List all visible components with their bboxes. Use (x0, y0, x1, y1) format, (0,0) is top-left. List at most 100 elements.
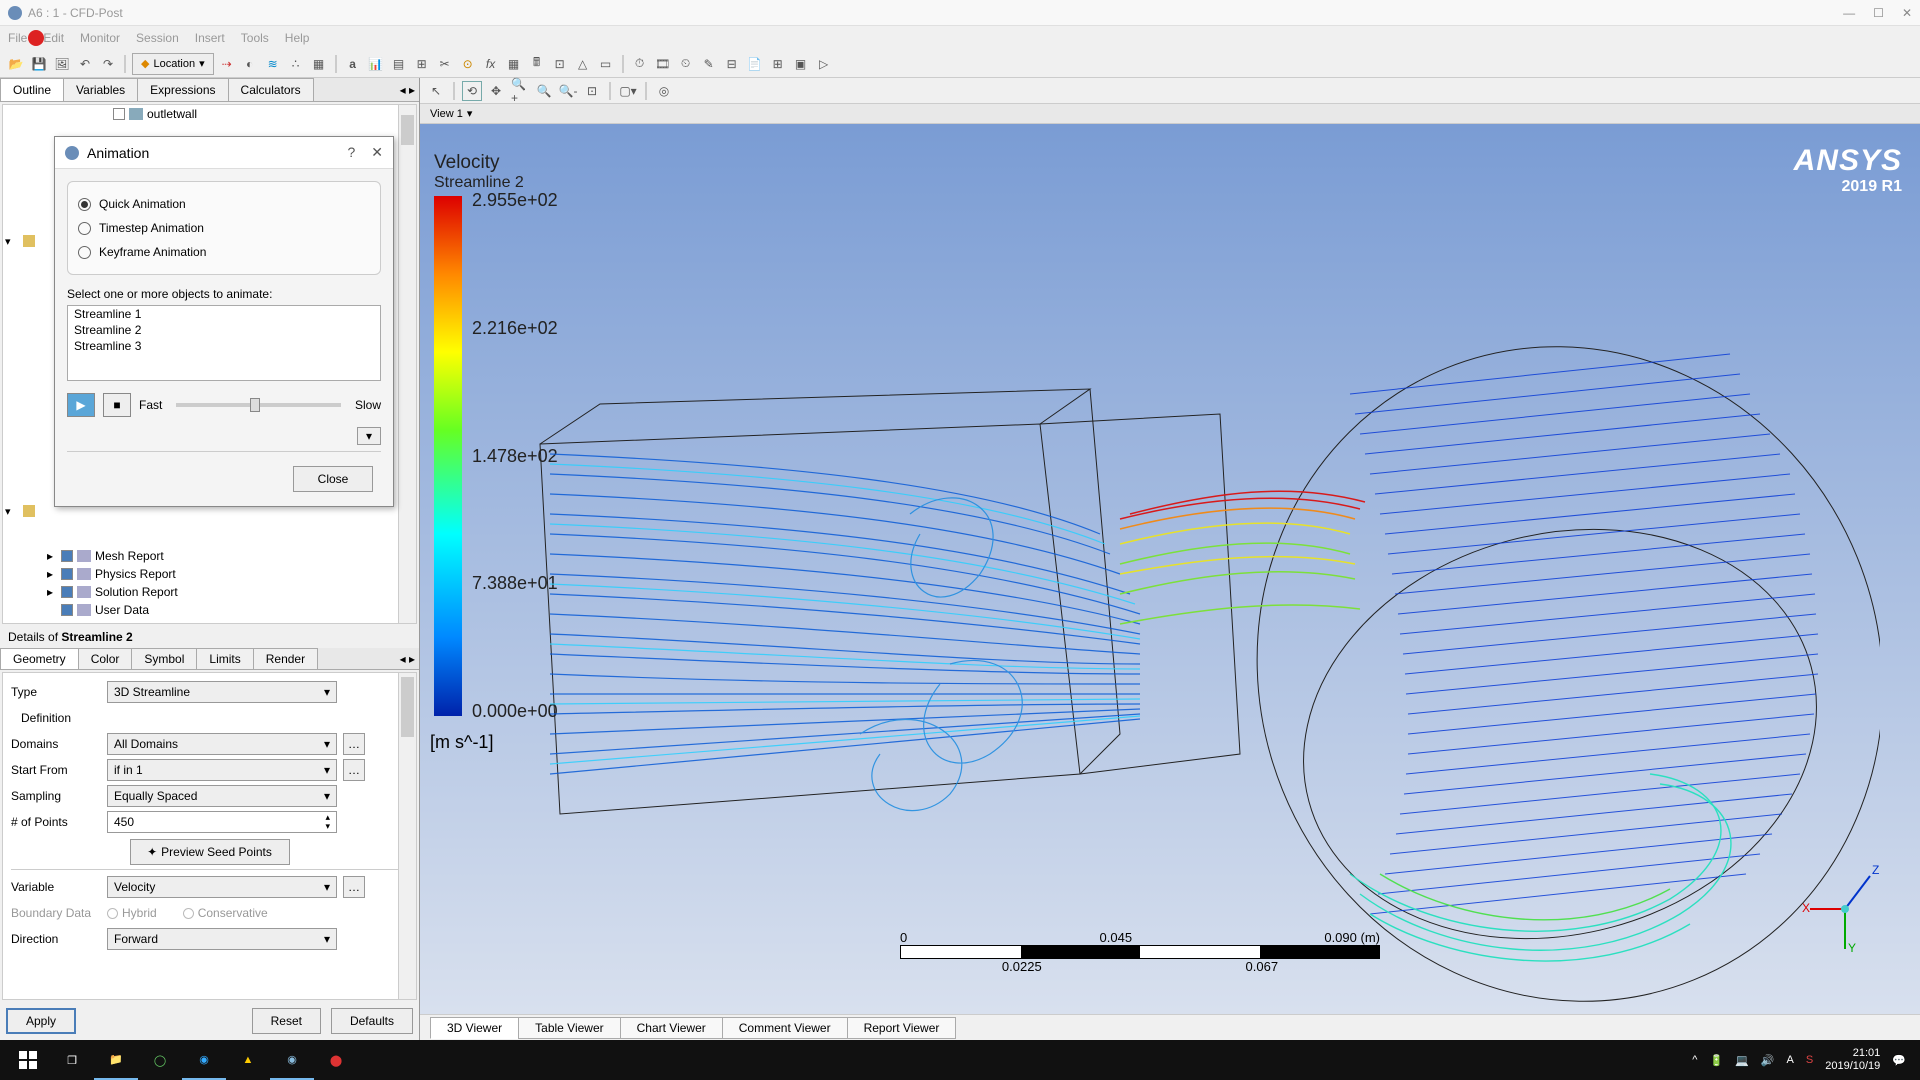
zoom-box-icon[interactable]: 🔍 (534, 81, 554, 101)
dialog-close-action[interactable]: Close (293, 466, 373, 492)
defaults-button[interactable]: Defaults (331, 1008, 413, 1034)
close-button[interactable]: ✕ (1902, 6, 1912, 20)
tree-scrollbar[interactable] (398, 105, 416, 623)
zoom-in-icon[interactable]: 🔍+ (510, 81, 530, 101)
mesh-calc-icon[interactable]: △ (573, 54, 593, 74)
tab-geometry[interactable]: Geometry (0, 648, 79, 669)
dialog-close-button[interactable]: ✕ (371, 144, 383, 161)
preview-seed-button[interactable]: ✦Preview Seed Points (130, 839, 290, 865)
minimize-button[interactable]: — (1843, 6, 1855, 20)
variable-select[interactable]: Velocity▾ (107, 876, 337, 898)
radio-quick[interactable] (78, 198, 91, 211)
taskbar-record[interactable]: ⬤ (314, 1040, 358, 1080)
form-scrollbar[interactable] (398, 673, 416, 999)
tray-up-icon[interactable]: ^ (1692, 1054, 1697, 1066)
table-icon[interactable]: ▦ (504, 54, 524, 74)
tab-3d-viewer[interactable]: 3D Viewer (430, 1017, 519, 1039)
tab-comment-viewer[interactable]: Comment Viewer (722, 1017, 848, 1039)
save-picture-icon[interactable]: 🖼 (52, 54, 72, 74)
tree-item[interactable]: Mesh Report (95, 549, 164, 563)
chart-icon[interactable]: 📊 (366, 54, 386, 74)
vector-icon[interactable]: ⇢ (217, 54, 237, 74)
tab-symbol[interactable]: Symbol (131, 648, 197, 669)
tab-variables[interactable]: Variables (63, 78, 138, 101)
taskbar-cfdpost[interactable]: ◉ (270, 1040, 314, 1080)
menu-edit[interactable]: Edit (43, 31, 64, 45)
menu-session[interactable]: Session (136, 31, 179, 45)
checkbox[interactable] (113, 108, 125, 120)
tree-item[interactable]: Physics Report (95, 567, 176, 581)
tab-calculators[interactable]: Calculators (228, 78, 314, 101)
dialog-titlebar[interactable]: Animation ? ✕ (55, 137, 393, 169)
app-tray-icon[interactable]: S (1806, 1054, 1813, 1066)
rotate-icon[interactable]: ⟲ (462, 81, 482, 101)
tab-limits[interactable]: Limits (196, 648, 253, 669)
pan-icon[interactable]: ✥ (486, 81, 506, 101)
notifications-icon[interactable]: 💬 (1892, 1054, 1906, 1067)
animation-icon[interactable]: 🎞 (653, 54, 673, 74)
view-select-icon[interactable]: ▢▾ (618, 81, 638, 101)
volume-icon[interactable]: ▦ (309, 54, 329, 74)
points-input[interactable]: 450▴▾ (107, 811, 337, 833)
tree-item[interactable]: outletwall (147, 107, 197, 121)
network-icon[interactable]: 💻 (1735, 1054, 1749, 1067)
menu-monitor[interactable]: Monitor (80, 31, 120, 45)
fit-icon[interactable]: ⊡ (582, 81, 602, 101)
tree-item[interactable]: Solution Report (95, 585, 178, 599)
macro-icon[interactable]: ⊞ (768, 54, 788, 74)
list-item[interactable]: Streamline 2 (68, 322, 380, 338)
tab-report-viewer[interactable]: Report Viewer (847, 1017, 957, 1039)
domains-more-button[interactable]: … (343, 733, 365, 755)
view-name[interactable]: View 1 (430, 108, 463, 120)
open-icon[interactable]: 📂 (6, 54, 26, 74)
streamline-icon[interactable]: ≋ (263, 54, 283, 74)
cfx-icon[interactable]: ▣ (791, 54, 811, 74)
text-icon[interactable]: a (343, 54, 363, 74)
expand-button[interactable]: ▾ (357, 427, 381, 445)
type-select[interactable]: 3D Streamline▾ (107, 681, 337, 703)
battery-icon[interactable]: 🔋 (1709, 1054, 1723, 1067)
dialog-help-button[interactable]: ? (347, 144, 355, 161)
location-dropdown[interactable]: ◆ Location ▾ (132, 53, 214, 75)
sampling-select[interactable]: Equally Spaced▾ (107, 785, 337, 807)
clock[interactable]: 21:01 2019/10/19 (1825, 1047, 1880, 1073)
reset-button[interactable]: Reset (252, 1008, 321, 1034)
instancing-icon[interactable]: ⊞ (412, 54, 432, 74)
tab-nav[interactable]: ◂ ▸ (396, 78, 419, 101)
fx-icon[interactable]: fx (481, 54, 501, 74)
startfrom-more-button[interactable]: … (343, 759, 365, 781)
calc-icon[interactable]: 🖩 (527, 54, 547, 74)
probe-icon[interactable]: ⊙ (458, 54, 478, 74)
taskbar-browser[interactable]: ◯ (138, 1040, 182, 1080)
taskbar-ansys[interactable]: ▲ (226, 1040, 270, 1080)
legend-icon[interactable]: ▤ (389, 54, 409, 74)
tab-table-viewer[interactable]: Table Viewer (518, 1017, 620, 1039)
tab-expressions[interactable]: Expressions (137, 78, 228, 101)
variable-more-button[interactable]: … (343, 876, 365, 898)
start-button[interactable] (6, 1040, 50, 1080)
view-icon[interactable]: ▭ (596, 54, 616, 74)
speed-slider[interactable] (176, 403, 341, 407)
probe-tool-icon[interactable]: ✎ (699, 54, 719, 74)
viewport-3d[interactable]: Velocity Streamline 2 2.955e+02 2.216e+0… (420, 124, 1920, 1014)
radio-timestep[interactable] (78, 222, 91, 235)
compare-icon[interactable]: ⊟ (722, 54, 742, 74)
tab-render[interactable]: Render (253, 648, 318, 669)
maximize-button[interactable]: ☐ (1873, 6, 1884, 20)
menu-file[interactable]: File (8, 31, 27, 45)
particle-icon[interactable]: ∴ (286, 54, 306, 74)
menu-tools[interactable]: Tools (241, 31, 269, 45)
volume-icon[interactable]: 🔊 (1761, 1054, 1775, 1067)
undo-icon[interactable]: ↶ (75, 54, 95, 74)
turbo-icon[interactable]: ⊡ (550, 54, 570, 74)
object-list[interactable]: Streamline 1 Streamline 2 Streamline 3 (67, 305, 381, 381)
direction-select[interactable]: Forward▾ (107, 928, 337, 950)
list-item[interactable]: Streamline 3 (68, 338, 380, 354)
list-item[interactable]: Streamline 1 (68, 306, 380, 322)
timestep-icon[interactable]: ⏲ (676, 54, 696, 74)
checkbox-checked[interactable] (61, 568, 73, 580)
tab-nav[interactable]: ◂ ▸ (396, 648, 419, 669)
startfrom-select[interactable]: if in 1▾ (107, 759, 337, 781)
taskview-button[interactable]: ❐ (50, 1040, 94, 1080)
radio-keyframe[interactable] (78, 246, 91, 259)
